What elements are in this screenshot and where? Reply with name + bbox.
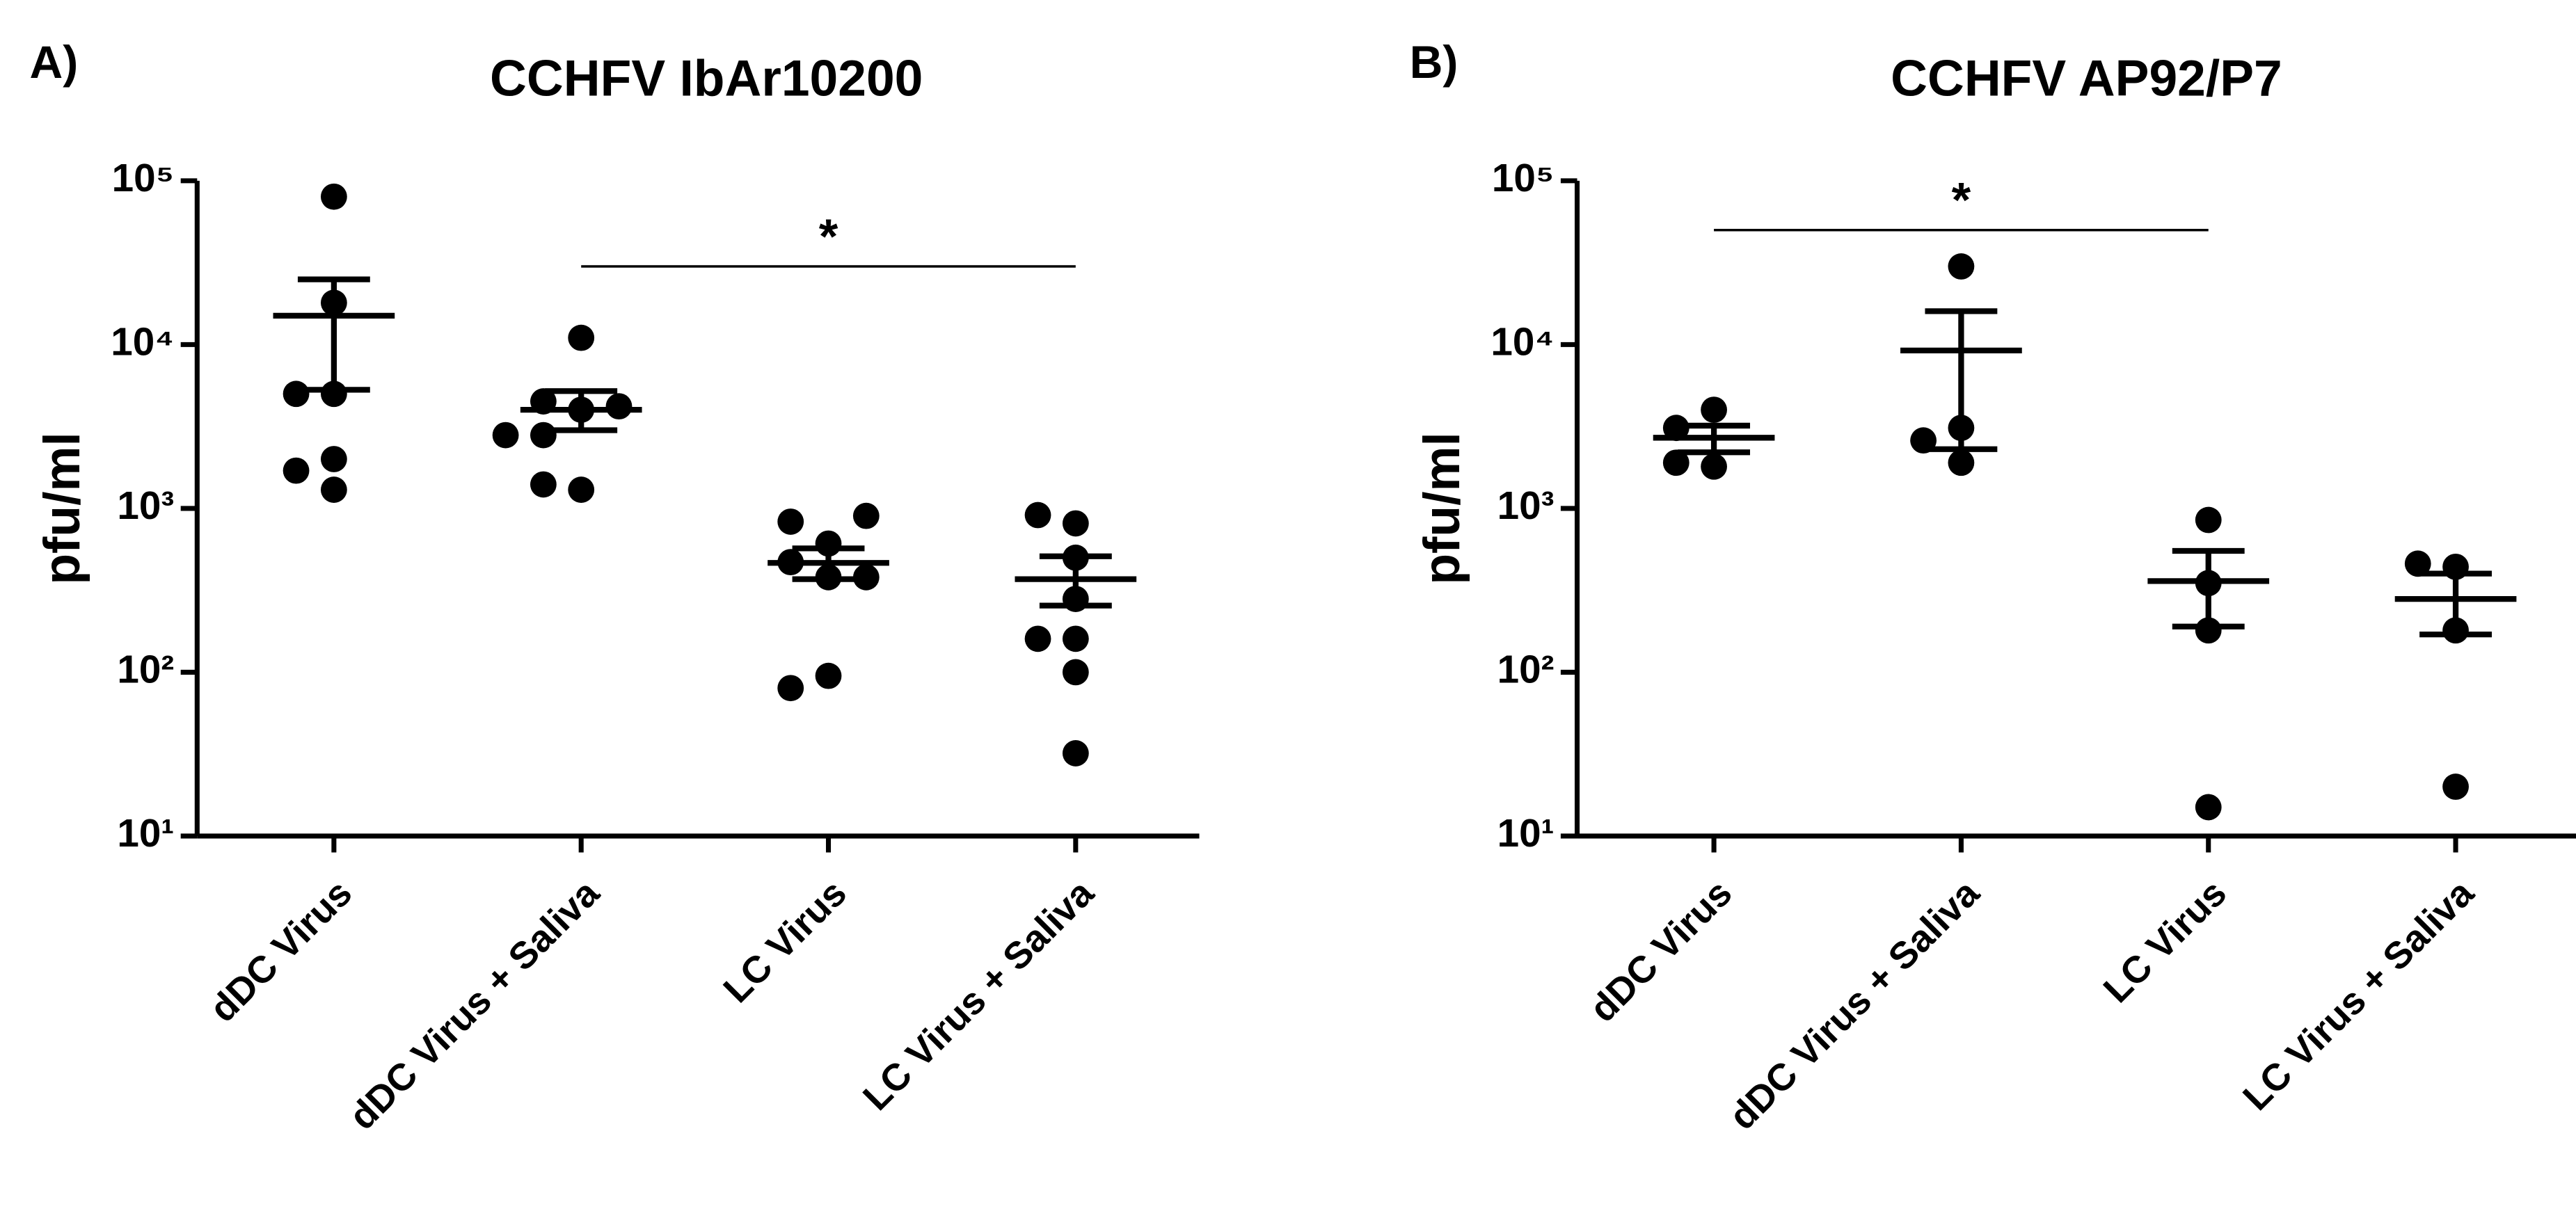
data-point: [320, 476, 347, 503]
data-point: [568, 324, 595, 351]
panel-label: B): [1410, 37, 1458, 88]
chart-title: CCHFV AP92/P7: [1891, 50, 2282, 107]
data-point: [2404, 550, 2431, 577]
data-point: [605, 393, 633, 420]
data-point: [2195, 794, 2222, 821]
data-point: [1701, 396, 1727, 423]
y-tick-label: 10⁵: [1492, 157, 1555, 200]
x-tick-label: dDC Virus: [201, 872, 360, 1030]
panel-label: A): [29, 37, 78, 88]
y-tick-label: 10³: [1497, 484, 1555, 528]
data-point: [852, 502, 880, 529]
data-point: [815, 662, 842, 689]
y-axis-label: pfu/ml: [33, 432, 90, 585]
data-point: [283, 380, 310, 408]
data-point: [1662, 449, 1689, 476]
x-tick-label: LC Virus: [2095, 872, 2234, 1011]
data-point: [1948, 253, 1975, 280]
y-tick-label: 10⁴: [1490, 320, 1554, 364]
y-tick-label: 10²: [117, 648, 174, 691]
x-tick-label: dDC Virus + Saliva: [341, 871, 607, 1137]
chart-title: CCHFV IbAr10200: [490, 50, 923, 107]
y-tick-label: 10⁴: [111, 320, 174, 364]
y-tick-label: 10²: [1497, 648, 1555, 691]
data-point: [777, 508, 804, 535]
data-point: [568, 476, 595, 503]
significance-label: *: [1952, 173, 1971, 228]
data-point: [1024, 502, 1051, 529]
y-axis-label: pfu/ml: [1413, 432, 1470, 585]
y-tick-label: 10⁵: [112, 157, 175, 200]
data-point: [1062, 659, 1089, 686]
y-tick-label: 10¹: [1497, 812, 1555, 856]
y-tick-label: 10³: [117, 484, 174, 528]
data-point: [492, 422, 519, 449]
x-tick-label: LC Virus + Saliva: [854, 871, 1102, 1118]
data-point: [1062, 740, 1089, 767]
data-point: [530, 471, 557, 498]
x-tick-label: dDC Virus: [1582, 872, 1740, 1030]
x-tick-label: LC Virus: [715, 872, 854, 1011]
x-tick-label: LC Virus + Saliva: [2235, 871, 2483, 1118]
data-point: [1024, 625, 1051, 652]
data-point: [1662, 415, 1689, 442]
data-point: [1701, 453, 1727, 480]
x-tick-label: dDC Virus + Saliva: [1721, 871, 1987, 1137]
y-tick-label: 10¹: [117, 812, 174, 856]
data-point: [530, 422, 557, 449]
data-point: [320, 446, 347, 472]
data-point: [1062, 625, 1089, 652]
data-point: [852, 563, 880, 591]
data-point: [1062, 510, 1089, 537]
data-point: [2195, 506, 2222, 534]
data-point: [777, 675, 804, 702]
data-point: [283, 457, 310, 484]
significance-label: *: [819, 209, 838, 264]
data-point: [2442, 773, 2469, 800]
data-point: [1948, 449, 1975, 476]
data-point: [320, 183, 347, 210]
